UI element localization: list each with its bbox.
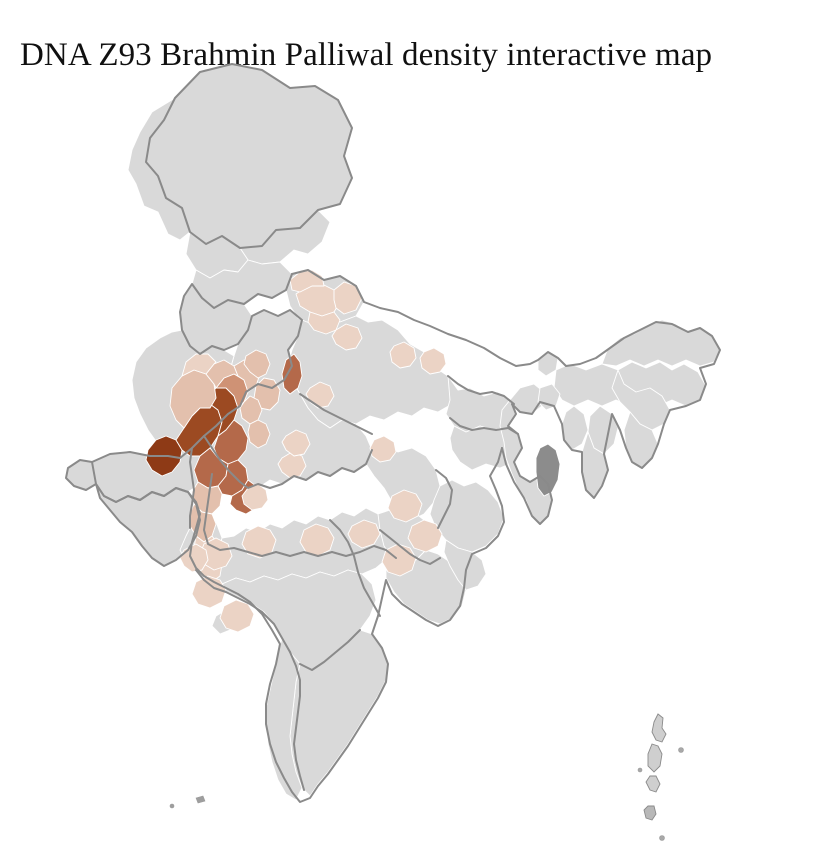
island-north-andaman — [651, 713, 667, 743]
district-gorakhpur[interactable] — [419, 347, 447, 375]
island-barren — [678, 747, 684, 753]
district-mp-south[interactable] — [299, 523, 335, 557]
district-sirohi[interactable] — [217, 459, 249, 497]
island-layer — [169, 713, 684, 841]
map-svg[interactable] — [0, 58, 830, 842]
island-lakshadweep-2 — [195, 795, 206, 804]
island-little-andaman — [643, 805, 657, 821]
district-up-east-2[interactable] — [389, 341, 417, 369]
district-maharashtra-north[interactable] — [241, 525, 277, 559]
island-car-nicobar — [659, 835, 665, 841]
district-indore[interactable] — [241, 483, 269, 511]
district-pauri-garhwal[interactable] — [333, 281, 363, 315]
page-title: DNA Z93 Brahmin Palliwal density interac… — [20, 37, 713, 74]
district-kolkata[interactable] — [535, 443, 561, 497]
district-churu[interactable] — [205, 359, 239, 389]
district-mp-east[interactable] — [347, 519, 381, 549]
district-pune[interactable] — [191, 575, 227, 609]
island-middle-andaman — [647, 743, 663, 773]
district-solapur[interactable] — [219, 599, 255, 633]
district-ganganagar[interactable] — [181, 353, 217, 377]
district-bhilwara[interactable] — [247, 419, 271, 449]
district-cg-north[interactable] — [387, 489, 423, 523]
district-hisar[interactable] — [243, 349, 271, 379]
island-lakshadweep-1 — [169, 803, 175, 809]
india-choropleth-map[interactable] — [0, 58, 830, 842]
district-layer-base — [65, 63, 721, 801]
district-odisha-west[interactable] — [407, 519, 443, 553]
island-south-andaman — [645, 775, 661, 793]
state-border-layer — [65, 63, 721, 803]
district-gurugram-mewat[interactable] — [281, 353, 303, 395]
island-small-1 — [637, 767, 643, 773]
district-lucknow[interactable] — [331, 323, 363, 351]
district-gwalior[interactable] — [281, 429, 311, 457]
